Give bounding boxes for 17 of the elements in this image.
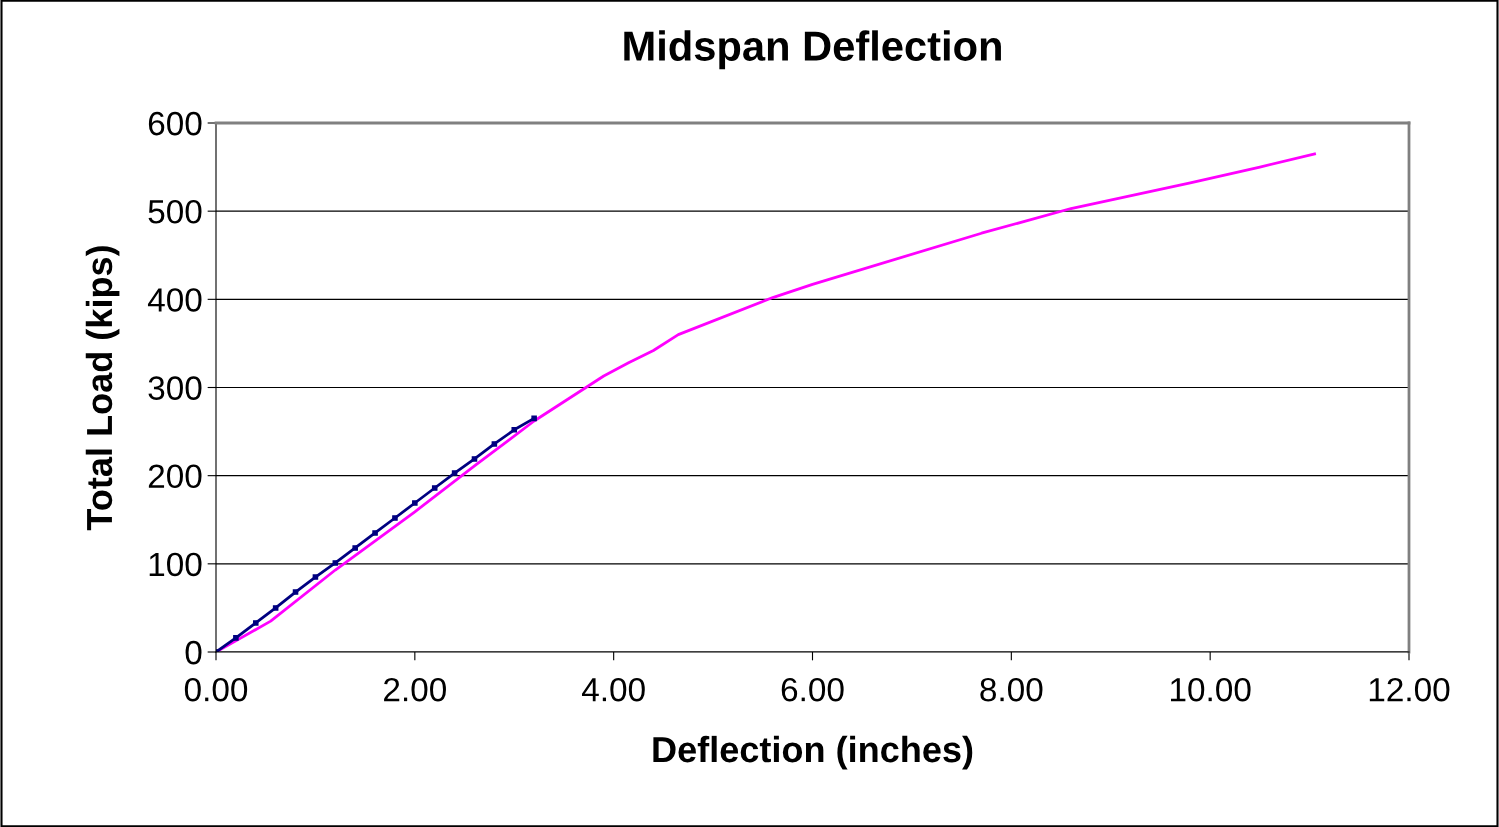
x-tick-label: 6.00 (781, 677, 844, 702)
y-tick-label: 100 (149, 552, 202, 577)
y-tick-label: 600 (148, 111, 202, 136)
chart-title: Midspan Deflection (624, 30, 1001, 70)
y-tick-label: 300 (148, 376, 202, 400)
y-tick-label: 400 (147, 288, 202, 312)
x-tick-label: 10.00 (1171, 677, 1251, 702)
y-axis-title: Total Load (kips) (85, 246, 120, 531)
x-tick-label: 2.00 (384, 677, 446, 702)
x-tick-label: 12.00 (1369, 677, 1450, 702)
x-tick-label: 0.00 (184, 677, 248, 702)
y-tick-label: 200 (148, 464, 202, 489)
y-tick-label: 0 (185, 640, 202, 665)
x-axis-title: Deflection (inches) (653, 735, 973, 770)
x-tick-label: 8.00 (980, 677, 1043, 702)
x-tick-label: 4.00 (582, 677, 645, 702)
y-tick-label: 500 (148, 199, 202, 224)
